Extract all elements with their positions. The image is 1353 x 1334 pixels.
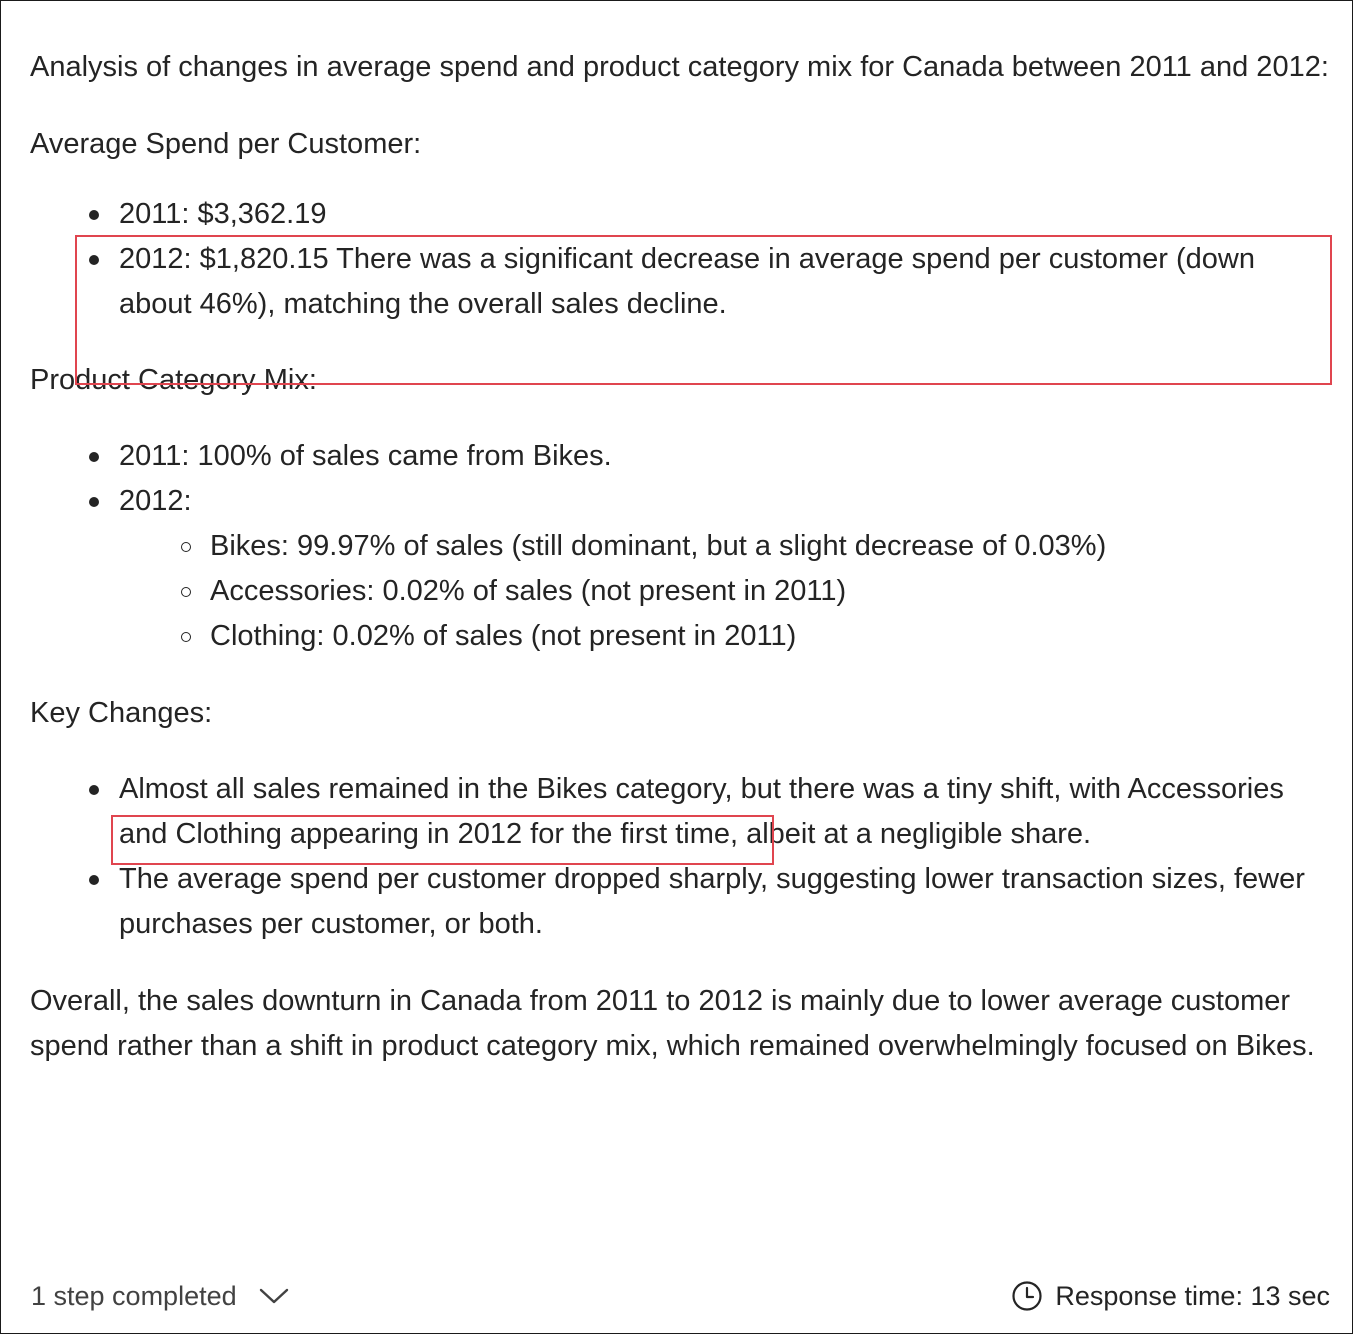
- list-item: 2011: 100% of sales came from Bikes.: [89, 434, 1330, 479]
- response-time: Response time: 13 sec: [1011, 1280, 1330, 1312]
- key-changes-heading: Key Changes:: [30, 697, 213, 729]
- avg-spend-heading: Average Spend per Customer:: [30, 128, 422, 160]
- sub-list-item: Accessories: 0.02% of sales (not present…: [181, 569, 1330, 614]
- list-item: 2011: $3,362.19: [89, 192, 1330, 237]
- list-item: Almost all sales remained in the Bikes c…: [89, 767, 1330, 857]
- response-footer: 1 step completed Response time: 13 sec: [31, 1276, 1330, 1316]
- category-mix-list: 2011: 100% of sales came from Bikes. 201…: [30, 434, 1330, 659]
- key-changes-list: Almost all sales remained in the Bikes c…: [30, 767, 1330, 947]
- steps-toggle-button[interactable]: 1 step completed: [31, 1281, 289, 1312]
- response-time-label: Response time: 13 sec: [1055, 1280, 1330, 1311]
- steps-label: 1 step completed: [31, 1280, 237, 1311]
- conclusion-text: Overall, the sales downturn in Canada fr…: [30, 985, 1315, 1062]
- intro-text: Analysis of changes in average spend and…: [30, 51, 1329, 83]
- list-item: 2012: Bikes: 99.97% of sales (still domi…: [89, 479, 1330, 659]
- highlighted-text: Almost all sales remained in the Bikes c…: [119, 773, 725, 805]
- category-sub-list: Bikes: 99.97% of sales (still dominant, …: [119, 524, 1330, 659]
- list-item-label: 2012:: [119, 485, 192, 517]
- avg-spend-list: 2011: $3,362.19 2012: $1,820.15 There wa…: [30, 192, 1330, 327]
- response-content: Analysis of changes in average spend and…: [30, 45, 1330, 1069]
- list-item: The average spend per customer dropped s…: [89, 857, 1330, 947]
- list-item: 2012: $1,820.15 There was a significant …: [89, 237, 1330, 327]
- clock-icon: [1012, 1281, 1042, 1311]
- chevron-down-icon: [259, 1288, 288, 1304]
- sub-list-item: Bikes: 99.97% of sales (still dominant, …: [181, 524, 1330, 569]
- list-item-text: , but there was a tiny shift, with Acces…: [119, 773, 1284, 850]
- sub-list-item: Clothing: 0.02% of sales (not present in…: [181, 614, 1330, 659]
- category-mix-heading: Product Category Mix:: [30, 364, 317, 396]
